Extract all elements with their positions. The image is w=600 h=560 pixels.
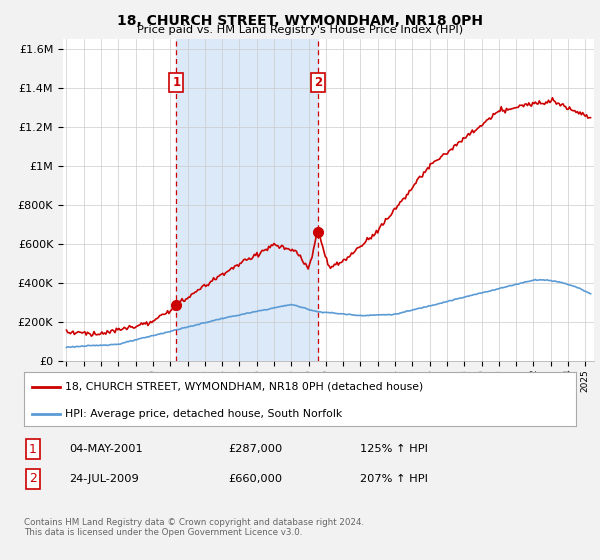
Text: 207% ↑ HPI: 207% ↑ HPI <box>360 474 428 484</box>
Text: Contains HM Land Registry data © Crown copyright and database right 2024.
This d: Contains HM Land Registry data © Crown c… <box>24 518 364 538</box>
Bar <box>176 39 318 361</box>
Text: 1: 1 <box>29 442 37 456</box>
Text: 18, CHURCH STREET, WYMONDHAM, NR18 0PH: 18, CHURCH STREET, WYMONDHAM, NR18 0PH <box>117 14 483 28</box>
Text: £660,000: £660,000 <box>228 474 282 484</box>
Text: 18, CHURCH STREET, WYMONDHAM, NR18 0PH (detached house): 18, CHURCH STREET, WYMONDHAM, NR18 0PH (… <box>65 382 424 392</box>
Text: HPI: Average price, detached house, South Norfolk: HPI: Average price, detached house, Sout… <box>65 409 343 419</box>
Text: Price paid vs. HM Land Registry's House Price Index (HPI): Price paid vs. HM Land Registry's House … <box>137 25 463 35</box>
Text: 2: 2 <box>29 472 37 486</box>
Text: 24-JUL-2009: 24-JUL-2009 <box>69 474 139 484</box>
Text: 2: 2 <box>314 76 322 88</box>
Text: £287,000: £287,000 <box>228 444 282 454</box>
Text: 1: 1 <box>172 76 181 88</box>
Text: 125% ↑ HPI: 125% ↑ HPI <box>360 444 428 454</box>
Text: 04-MAY-2001: 04-MAY-2001 <box>69 444 143 454</box>
